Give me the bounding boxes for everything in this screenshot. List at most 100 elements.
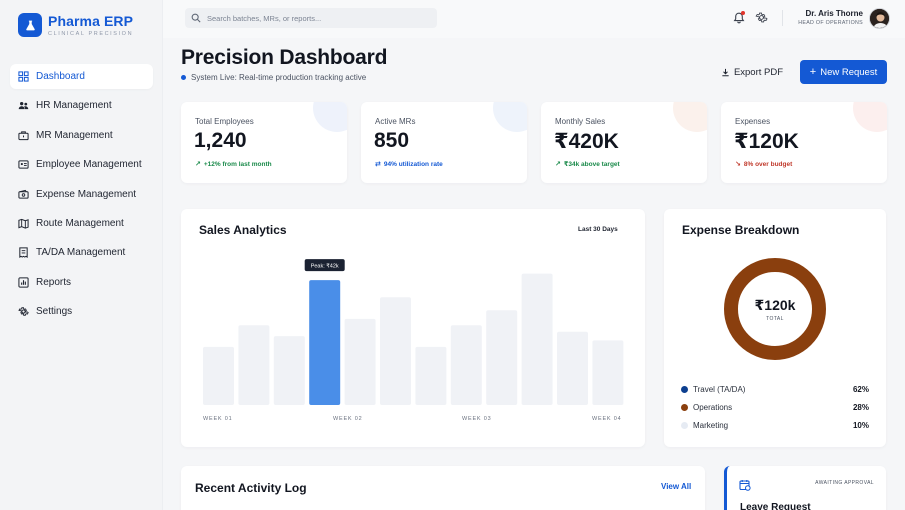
avatar[interactable] xyxy=(869,8,890,29)
gear-icon xyxy=(18,306,29,317)
kpi-card[interactable]: Active MRs 850 ⇄ 94% utilization rate xyxy=(361,102,527,183)
kpi-label: Monthly Sales xyxy=(555,117,606,126)
kpi-label: Active MRs xyxy=(375,117,416,126)
sidebar-item-expense-management[interactable]: Expense Management xyxy=(10,182,153,207)
sidebar-item-ta-da-management[interactable]: TA/DA Management xyxy=(10,240,153,265)
flask-logo-icon xyxy=(18,13,42,37)
trend-arrow-icon: ↗ xyxy=(555,161,561,168)
expense-breakdown-title: Expense Breakdown xyxy=(682,223,800,237)
sidebar-item-settings[interactable]: Settings xyxy=(10,299,153,324)
page-title: Precision Dashboard xyxy=(181,46,388,69)
sidebar-item-dashboard[interactable]: Dashboard xyxy=(10,64,153,89)
sales-bar[interactable] xyxy=(450,325,482,405)
sales-bar[interactable] xyxy=(380,297,411,405)
gear-icon xyxy=(755,12,768,23)
download-icon xyxy=(722,68,729,76)
sales-bar[interactable] xyxy=(238,325,270,405)
date-range-selector[interactable]: Last 30 Days xyxy=(578,225,618,233)
kpi-label: Total Employees xyxy=(195,117,254,126)
users-icon xyxy=(18,100,29,111)
kpi-trend: ↘ 8% over budget xyxy=(735,160,792,169)
tooltip-text: Peak: ₹42k xyxy=(311,263,339,270)
grid-icon xyxy=(18,71,29,82)
sidebar: Pharma ERP CLINICAL PRECISION Dashboard H… xyxy=(0,0,163,510)
sales-bar[interactable] xyxy=(273,336,305,405)
kpi-decoration xyxy=(493,102,527,132)
search-input[interactable] xyxy=(207,13,427,23)
sales-bar-peak[interactable] xyxy=(309,280,341,405)
leave-status-badge: AWAITING APPROVAL xyxy=(815,480,874,486)
x-tick-label: WEEK 04 xyxy=(592,416,621,422)
expense-total-value: ₹120k xyxy=(754,297,796,313)
donut-ring xyxy=(724,258,826,360)
kpi-decoration xyxy=(673,102,707,132)
sales-bar[interactable] xyxy=(203,346,234,405)
new-request-label: New Request xyxy=(820,66,878,78)
kpi-card[interactable]: Total Employees 1,240 ↗ +12% from last mont… xyxy=(181,102,347,183)
kpi-trend: ↗ +12% from last month xyxy=(195,160,272,169)
legend-label: Travel (TA/DA) xyxy=(693,384,746,394)
expense-total-label: TOTAL xyxy=(766,316,784,322)
search-box[interactable] xyxy=(185,8,437,28)
sidebar-item-route-management[interactable]: Route Management xyxy=(10,211,153,236)
user-info[interactable]: Dr. Aris Thorne HEAD OF OPERATIONS xyxy=(791,9,863,26)
sidebar-item-label: Expense Management xyxy=(36,188,137,200)
sidebar-item-label: MR Management xyxy=(36,129,113,141)
user-role: HEAD OF OPERATIONS xyxy=(798,20,863,26)
kpi-label: Expenses xyxy=(735,117,771,126)
legend-value: 10% xyxy=(852,420,869,430)
legend-swatch xyxy=(681,421,688,429)
kpi-trend-text: +12% from last month xyxy=(203,160,272,168)
kpi-card[interactable]: Monthly Sales ₹420K ↗ ₹34k above target xyxy=(541,102,707,183)
sales-analytics-title: Sales Analytics xyxy=(199,223,287,237)
sales-bar[interactable] xyxy=(521,273,553,405)
sales-bar[interactable] xyxy=(415,346,447,405)
recent-activity-title: Recent Activity Log xyxy=(195,481,307,495)
sidebar-item-label: Route Management xyxy=(36,217,124,229)
kpi-trend-text: 94% utilization rate xyxy=(383,160,443,168)
legend-item: Travel (TA/DA) 62% xyxy=(681,383,869,395)
legend-value: 62% xyxy=(852,384,869,394)
legend-item: Marketing 10% xyxy=(681,419,869,431)
kpi-card[interactable]: Expenses ₹120K ↘ 8% over budget xyxy=(721,102,887,183)
settings-button[interactable] xyxy=(755,11,768,24)
plus-icon: + xyxy=(809,66,817,78)
view-all-link[interactable]: View All xyxy=(661,482,692,491)
peak-tooltip: Peak: ₹42k xyxy=(304,259,345,272)
sales-bar[interactable] xyxy=(592,340,624,405)
notifications-button[interactable] xyxy=(733,11,745,24)
system-status-text: System Live: Real-time production tracki… xyxy=(191,73,367,82)
trend-arrow-icon: ↘ xyxy=(735,161,741,168)
sidebar-item-reports[interactable]: Reports xyxy=(10,270,153,295)
recent-activity-card: Recent Activity Log View All xyxy=(181,466,705,510)
map-icon xyxy=(18,218,29,229)
x-tick-label: WEEK 03 xyxy=(462,416,491,422)
calendar-clock-icon xyxy=(739,480,751,491)
brand[interactable]: Pharma ERP CLINICAL PRECISION xyxy=(18,13,133,37)
sidebar-item-label: Reports xyxy=(36,276,72,288)
sidebar-item-hr-management[interactable]: HR Management xyxy=(10,93,153,118)
sales-bar-chart: Peak: ₹42k WEEK 01 WEEK 02 WEEK 03 WEEK 04 xyxy=(203,259,624,422)
sidebar-nav: Dashboard HR Management MR Management Emplo… xyxy=(10,64,153,329)
kpi-decoration xyxy=(313,102,347,132)
receipt-icon xyxy=(18,247,29,259)
sales-bar[interactable] xyxy=(344,318,376,405)
kpi-trend: ⇄ 94% utilization rate xyxy=(375,160,443,169)
sidebar-item-employee-management[interactable]: Employee Management xyxy=(10,152,153,177)
system-status: System Live: Real-time production tracki… xyxy=(181,73,366,82)
kpi-decoration xyxy=(853,102,887,132)
kpi-value: ₹120K xyxy=(734,130,799,153)
sidebar-item-label: Employee Management xyxy=(36,159,142,171)
sales-bar[interactable] xyxy=(486,310,518,405)
user-name: Dr. Aris Thorne xyxy=(805,9,864,18)
sales-bar[interactable] xyxy=(557,331,588,405)
sidebar-item-label: HR Management xyxy=(36,100,112,112)
sales-analytics-card: Sales Analytics Last 30 Days Peak: ₹42k W… xyxy=(181,209,645,447)
sidebar-item-mr-management[interactable]: MR Management xyxy=(10,123,153,148)
leave-request-card[interactable]: AWAITING APPROVAL Leave Request xyxy=(724,466,886,510)
briefcase-icon xyxy=(18,130,29,141)
legend-value: 28% xyxy=(852,402,869,412)
export-pdf-button[interactable]: Export PDF xyxy=(716,61,788,83)
x-tick-label: WEEK 02 xyxy=(333,416,362,422)
new-request-button[interactable]: + New Request xyxy=(800,60,887,84)
